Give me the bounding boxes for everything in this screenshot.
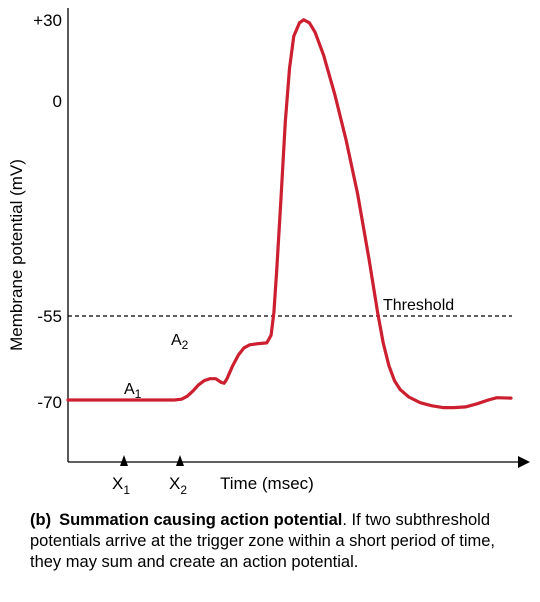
x-axis-arrowhead: [518, 456, 530, 468]
x-axis-label: Time (msec): [220, 474, 314, 493]
x-tick-marker-x2: [176, 455, 184, 466]
y-tick-label: -70: [37, 393, 62, 412]
caption-body: . If two subthreshold potentials arrive …: [30, 511, 495, 571]
x-tick-x1-letter: X: [112, 474, 123, 493]
annotation-a2: A2: [171, 332, 189, 352]
figure-caption: (b) Summation causing action potential. I…: [30, 510, 530, 573]
y-axis-label: Membrane potential (mV): [7, 159, 26, 351]
caption-title: Summation causing action potential: [59, 511, 343, 529]
x-tick-label-x1: X1: [112, 474, 130, 497]
x-tick-marker-x1: [120, 455, 128, 466]
annotation-a1-subscript: 1: [135, 387, 142, 401]
x-tick-x2-letter: X: [169, 474, 180, 493]
annotation-a2-subscript: 2: [182, 338, 189, 352]
y-tick-label: 0: [53, 92, 62, 111]
membrane-potential-chart: Membrane potential (mV) +30 0 -55 -70 Th…: [7, 8, 530, 497]
x-tick-label-x2: X2: [169, 474, 187, 497]
y-tick-label: -55: [37, 307, 62, 326]
y-tick-label: +30: [33, 11, 62, 30]
membrane-potential-line: [66, 18, 513, 410]
annotation-a2-letter: A: [171, 332, 182, 349]
threshold-label: Threshold: [383, 297, 454, 314]
x-tick-x2-subscript: 2: [180, 483, 187, 497]
x-tick-x1-subscript: 1: [123, 483, 130, 497]
annotation-a1: A1: [124, 381, 142, 401]
caption-tag: (b): [30, 511, 52, 529]
annotation-a1-letter: A: [124, 381, 135, 398]
